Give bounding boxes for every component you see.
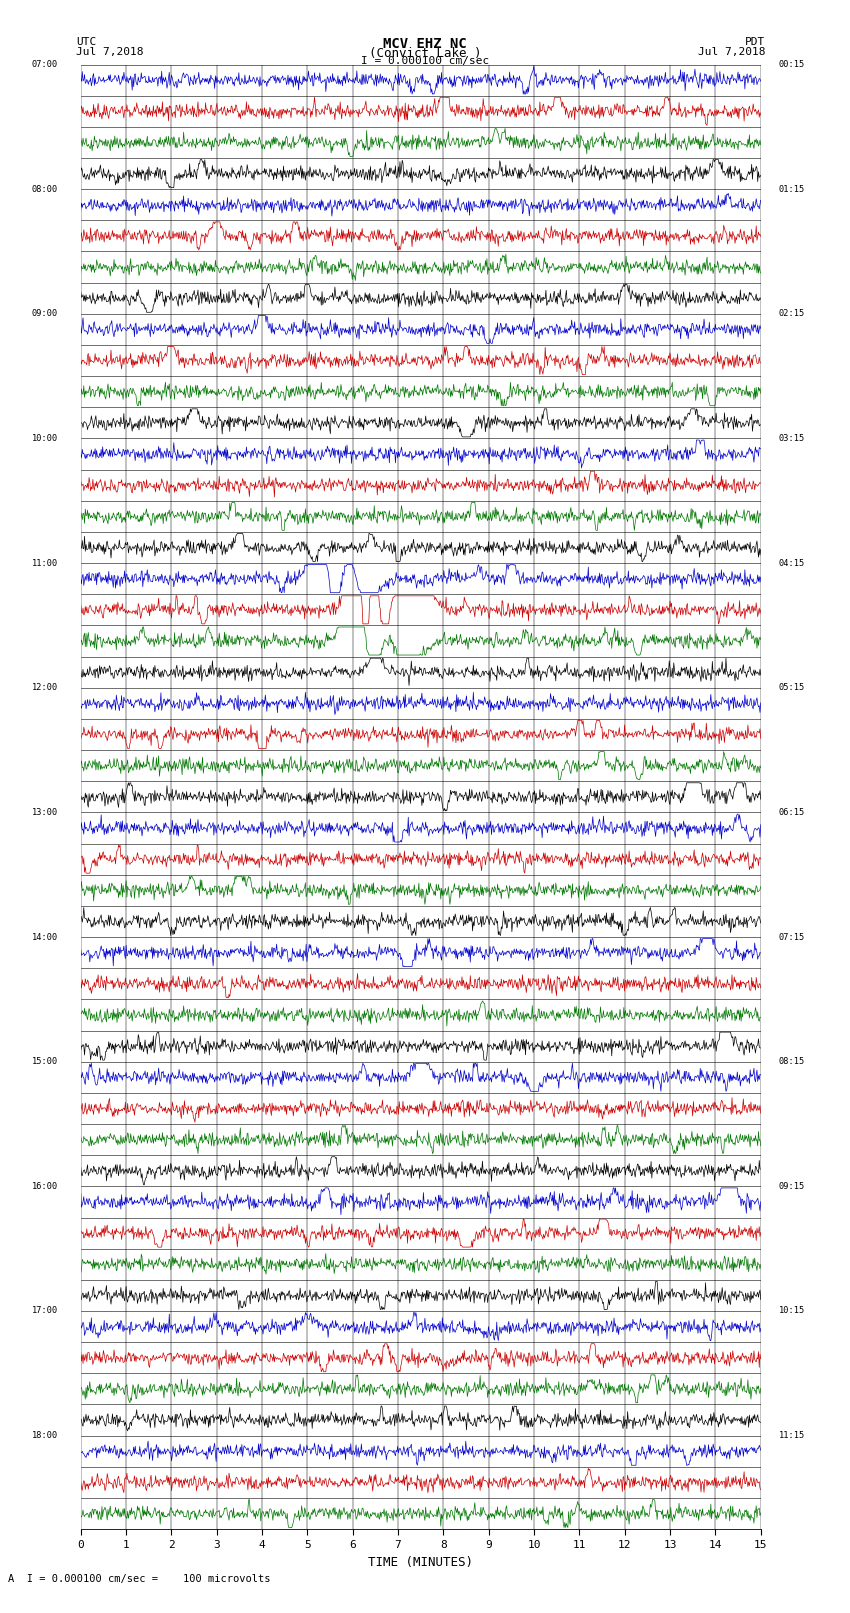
Text: 01:15: 01:15 [779,184,805,194]
Text: 10:00: 10:00 [31,434,58,444]
Text: Jul 7,2018: Jul 7,2018 [698,47,765,56]
Text: 09:15: 09:15 [779,1182,805,1190]
Text: 13:00: 13:00 [31,808,58,816]
Text: UTC: UTC [76,37,97,47]
X-axis label: TIME (MINUTES): TIME (MINUTES) [368,1557,473,1569]
Text: Jul 7,2018: Jul 7,2018 [76,47,144,56]
Text: 06:15: 06:15 [779,808,805,816]
Text: 11:15: 11:15 [779,1431,805,1440]
Text: (Convict Lake ): (Convict Lake ) [369,47,481,60]
Text: 16:00: 16:00 [31,1182,58,1190]
Text: 07:00: 07:00 [31,60,58,69]
Text: 12:00: 12:00 [31,684,58,692]
Text: 15:00: 15:00 [31,1057,58,1066]
Text: 17:00: 17:00 [31,1307,58,1316]
Text: 04:15: 04:15 [779,558,805,568]
Text: 08:15: 08:15 [779,1057,805,1066]
Text: 14:00: 14:00 [31,932,58,942]
Text: 03:15: 03:15 [779,434,805,444]
Text: 02:15: 02:15 [779,310,805,318]
Text: 09:00: 09:00 [31,310,58,318]
Text: MCV EHZ NC: MCV EHZ NC [383,37,467,52]
Text: 05:15: 05:15 [779,684,805,692]
Text: 00:15: 00:15 [779,60,805,69]
Text: 07:15: 07:15 [779,932,805,942]
Text: I = 0.000100 cm/sec: I = 0.000100 cm/sec [361,56,489,66]
Text: 18:00: 18:00 [31,1431,58,1440]
Text: 08:00: 08:00 [31,184,58,194]
Text: A  I = 0.000100 cm/sec =    100 microvolts: A I = 0.000100 cm/sec = 100 microvolts [8,1574,271,1584]
Text: 10:15: 10:15 [779,1307,805,1316]
Text: PDT: PDT [745,37,765,47]
Text: 11:00: 11:00 [31,558,58,568]
